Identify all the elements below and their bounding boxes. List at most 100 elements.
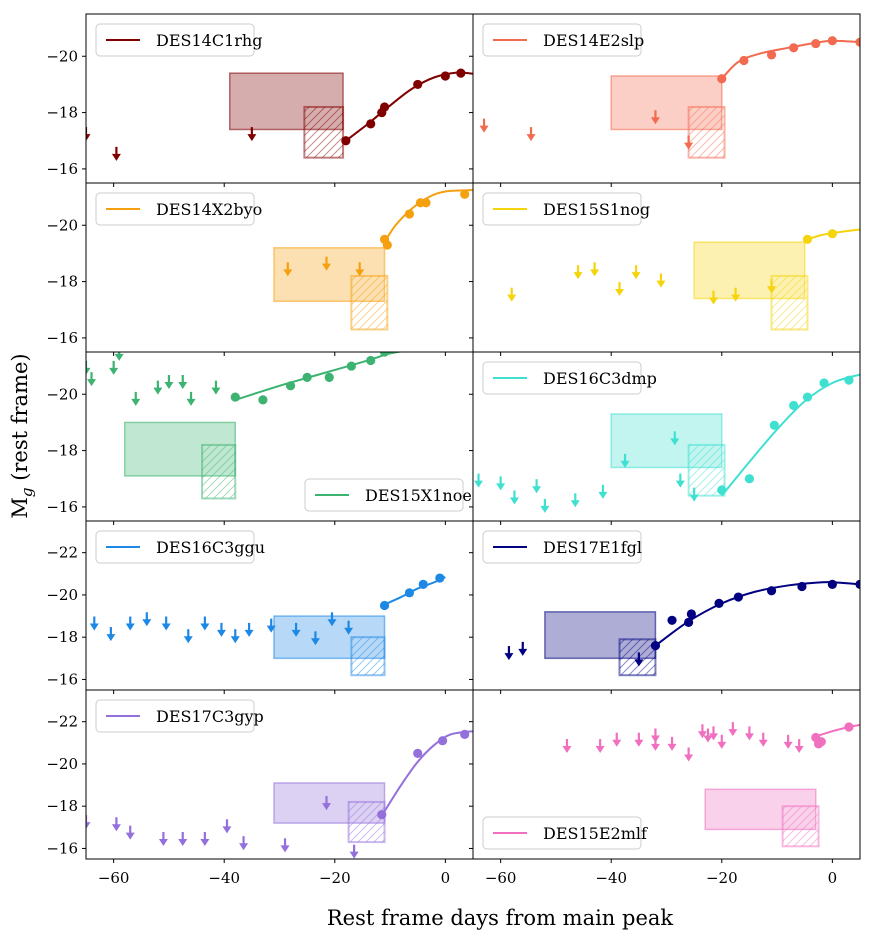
legend-label-des14c1rhg: DES14C1rhg bbox=[156, 31, 262, 50]
upper-limit-arrow-des15s1nog-3 bbox=[615, 282, 625, 297]
upper-limit-arrow-des17e1fgl-1 bbox=[518, 641, 528, 656]
upper-limit-arrow-des15e2mlf-1 bbox=[595, 739, 605, 754]
upper-limit-arrow-des16c3ggu-5 bbox=[183, 629, 193, 644]
upper-limit-arrow-des16c3dmp-9 bbox=[675, 473, 685, 488]
detection-point-des14x2byo-4 bbox=[421, 198, 431, 208]
y-axis-title: Mg (rest frame) bbox=[8, 353, 36, 518]
detection-point-des16c3ggu-3 bbox=[435, 573, 445, 583]
upper-limit-arrow-des17c3gyp-3 bbox=[158, 831, 168, 846]
legend-des14e2slp: DES14E2slp bbox=[482, 23, 644, 57]
detection-point-des17e1fgl-5 bbox=[733, 592, 743, 602]
detection-point-des15s1nog-0 bbox=[802, 234, 813, 244]
upper-limit-arrow-des15e2mlf-16 bbox=[794, 739, 804, 754]
upper-limit-arrow-des16c3dmp-10 bbox=[689, 487, 699, 502]
upper-limit-arrow-des16c3ggu-7 bbox=[216, 622, 226, 637]
detection-point-des14x2byo-1 bbox=[382, 240, 392, 250]
upper-limit-arrow-des16c3dmp-2 bbox=[509, 490, 519, 505]
upper-limit-arrow-des14x2byo-1 bbox=[321, 256, 331, 271]
detection-point-des15e2mlf-3 bbox=[844, 722, 854, 732]
upper-limit-arrow-des15x1noe-8 bbox=[186, 391, 196, 406]
detection-point-des14c1rhg-6 bbox=[456, 68, 466, 78]
legend-des15x1noe: DES15X1noe bbox=[304, 478, 472, 512]
legend-label-des16c3dmp: DES16C3dmp bbox=[543, 369, 657, 388]
detection-point-des14e2slp-1 bbox=[739, 55, 749, 66]
legend-des14x2byo: DES14X2byo bbox=[95, 192, 262, 226]
detection-point-des17e1fgl-6 bbox=[766, 586, 777, 596]
detection-point-des14e2slp-3 bbox=[789, 43, 799, 53]
detection-point-des16c3dmp-1 bbox=[744, 474, 755, 484]
legend-label-des14e2slp: DES14E2slp bbox=[543, 31, 644, 50]
upper-limit-arrow-des15x1noe-1 bbox=[87, 372, 97, 387]
panel-des16c3ggu bbox=[89, 573, 446, 677]
upper-limit-arrow-des15s1nog-7 bbox=[731, 287, 741, 302]
legend-label-des17c3gyp: DES17C3gyp bbox=[156, 707, 264, 726]
upper-limit-arrow-des15e2mlf-14 bbox=[758, 732, 768, 747]
detection-point-des16c3ggu-1 bbox=[404, 588, 415, 598]
panel-des14c1rhg bbox=[86, 68, 473, 161]
detection-point-des14x2byo-5 bbox=[460, 189, 470, 199]
detection-point-des17c3gyp-1 bbox=[413, 748, 423, 758]
upper-limit-arrow-des16c3ggu-12 bbox=[310, 631, 320, 646]
detection-point-des15x1noe-3 bbox=[302, 372, 312, 382]
upper-limit-arrow-des15x1noe-0 bbox=[86, 360, 91, 375]
upper-limit-arrow-des15e2mlf-12 bbox=[728, 722, 738, 737]
x-tick-label-des17c3gyp-2: −20 bbox=[319, 869, 351, 887]
panel-des15s1nog bbox=[507, 228, 860, 331]
y-tick-label-des16c3ggu-3: −22 bbox=[46, 544, 78, 562]
upper-limit-arrow-des16c3dmp-8 bbox=[670, 431, 680, 446]
detection-point-des16c3ggu-0 bbox=[379, 600, 390, 611]
upper-limit-arrow-des14x2byo-0 bbox=[283, 262, 293, 277]
upper-limit-arrow-des17c3gyp-1 bbox=[111, 817, 121, 832]
upper-limit-arrow-des16c3dmp-1 bbox=[496, 476, 506, 491]
axes-layer: −16 −18 −20 −16 −18 −20 −16 −18 −20 −16 −18 −20 −22 −… bbox=[46, 13, 861, 887]
y-tick-label-des14x2byo-0: −16 bbox=[46, 329, 78, 347]
legend-frame-des15s1nog bbox=[482, 192, 642, 226]
y-tick-label-des16c3ggu-0: −16 bbox=[46, 670, 78, 688]
upper-limit-arrow-des15s1nog-2 bbox=[590, 262, 600, 277]
upper-limit-arrow-des16c3ggu-10 bbox=[266, 618, 276, 633]
detection-point-des16c3dmp-6 bbox=[844, 375, 854, 385]
detection-point-des15x1noe-7 bbox=[379, 352, 390, 357]
detection-point-des16c3dmp-3 bbox=[789, 400, 799, 411]
upper-limit-arrow-des16c3dmp-4 bbox=[540, 498, 550, 513]
y-tick-label-des17c3gyp-0: −16 bbox=[46, 839, 78, 857]
panel-des17e1fgl bbox=[504, 579, 860, 677]
detection-point-des14e2slp-2 bbox=[766, 50, 777, 60]
upper-limit-arrow-des15s1nog-8 bbox=[767, 279, 777, 294]
upper-limit-arrow-des16c3dmp-6 bbox=[598, 484, 608, 499]
detection-point-des15e2mlf-2 bbox=[816, 737, 826, 747]
hatched-box-des17e1fgl bbox=[618, 638, 657, 677]
upper-limit-arrow-des17c3gyp-2 bbox=[125, 825, 135, 840]
detection-point-des14e2slp-6 bbox=[855, 37, 860, 47]
hatched-box-des14x2byo bbox=[350, 274, 389, 331]
upper-limit-arrow-des16c3ggu-2 bbox=[125, 616, 135, 631]
detection-point-des16c3dmp-4 bbox=[802, 392, 813, 402]
x-tick-label-des15e2mlf-0: −60 bbox=[485, 869, 517, 887]
x-tick-label-des17c3gyp-3: 0 bbox=[441, 869, 451, 887]
model-curve-des15e2mlf bbox=[815, 723, 860, 738]
legend-frame-des17c3gyp bbox=[95, 699, 255, 733]
upper-limit-arrow-des14e2slp-2 bbox=[650, 110, 660, 125]
upper-limit-arrow-des15e2mlf-6 bbox=[667, 736, 677, 751]
upper-limit-arrow-des17c3gyp-0 bbox=[86, 815, 91, 830]
legend-des15e2mlf: DES15E2mlf bbox=[482, 816, 648, 850]
legend-label-des15e2mlf: DES15E2mlf bbox=[543, 824, 648, 843]
detection-point-des15x1noe-2 bbox=[285, 381, 296, 391]
upper-limit-arrow-des15x1noe-4 bbox=[131, 391, 141, 406]
upper-limit-arrow-des17c3gyp-10 bbox=[349, 844, 359, 859]
upper-limit-arrow-des15e2mlf-2 bbox=[612, 732, 622, 747]
upper-limit-arrow-des15x1noe-5 bbox=[153, 380, 163, 395]
upper-limit-arrow-des16c3ggu-11 bbox=[291, 622, 301, 637]
legend-frame-des15e2mlf bbox=[482, 816, 642, 850]
y-tick-label-des14x2byo-2: −20 bbox=[46, 216, 78, 234]
upper-limit-arrow-des17c3gyp-9 bbox=[321, 796, 331, 811]
legend-frame-des14x2byo bbox=[95, 192, 255, 226]
upper-limit-arrow-des17c3gyp-5 bbox=[200, 831, 210, 846]
y-tick-label-des14c1rhg-1: −18 bbox=[46, 104, 78, 122]
upper-limit-arrow-des15s1nog-1 bbox=[573, 265, 583, 280]
detection-point-des14e2slp-0 bbox=[717, 74, 727, 84]
panel-des14x2byo bbox=[273, 189, 473, 331]
detection-point-des15x1noe-5 bbox=[346, 361, 356, 371]
detection-point-des17e1fgl-0 bbox=[650, 641, 661, 651]
detection-point-des15s1nog-1 bbox=[827, 229, 837, 239]
